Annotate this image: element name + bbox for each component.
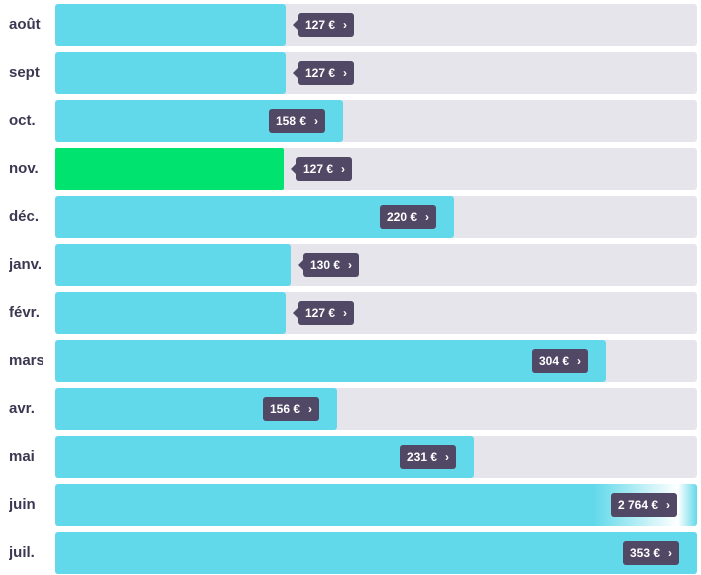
month-label: mars: [9, 352, 43, 369]
value-tag[interactable]: 220 € ›: [380, 205, 437, 229]
bar-track[interactable]: 158 € ›: [55, 100, 697, 142]
month-row: mai 231 € ›: [0, 436, 701, 478]
value-tag[interactable]: 130 € ›: [297, 253, 360, 277]
value-label: 231 €: [407, 450, 438, 464]
value-tag[interactable]: 127 € ›: [292, 13, 355, 37]
month-label: avr.: [9, 400, 35, 417]
chevron-right-icon: ›: [343, 306, 348, 320]
value-label: 353 €: [630, 546, 661, 560]
month-label: nov.: [9, 160, 39, 177]
value-tag[interactable]: 304 € ›: [532, 349, 589, 373]
selected-bar: [55, 148, 284, 190]
bar: [55, 244, 291, 286]
month-row: août 127 € ›: [0, 4, 701, 46]
month-label: oct.: [9, 112, 36, 129]
month-row: juin 2 764 € ›: [0, 484, 701, 526]
month-row: mars 304 € ›: [0, 340, 701, 382]
month-label: juil.: [9, 544, 35, 561]
month-row: oct. 158 € ›: [0, 100, 701, 142]
month-row: févr. 127 € ›: [0, 292, 701, 334]
value-label: 2 764 €: [618, 498, 659, 512]
month-label: mai: [9, 448, 35, 465]
chevron-right-icon: ›: [341, 162, 346, 176]
value-tag[interactable]: 2 764 € ›: [611, 493, 678, 517]
chevron-right-icon: ›: [343, 66, 348, 80]
chevron-right-icon: ›: [577, 354, 582, 368]
chevron-right-icon: ›: [668, 546, 673, 560]
month-label: févr.: [9, 304, 40, 321]
value-tag[interactable]: 231 € ›: [400, 445, 457, 469]
value-tag[interactable]: 158 € ›: [269, 109, 326, 133]
bar-track[interactable]: 127 € ›: [55, 52, 697, 94]
value-tag[interactable]: 127 € ›: [292, 61, 355, 85]
month-row: avr. 156 € ›: [0, 388, 701, 430]
chevron-right-icon: ›: [308, 402, 313, 416]
month-row: juil. 353 € ›: [0, 532, 701, 574]
month-row: janv. 130 € ›: [0, 244, 701, 286]
bar-track[interactable]: 353 € ›: [55, 532, 697, 574]
bar-track[interactable]: 127 € ›: [55, 148, 697, 190]
month-row: sept 127 € ›: [0, 52, 701, 94]
value-tag[interactable]: 127 € ›: [292, 301, 355, 325]
value-label: 156 €: [270, 402, 301, 416]
month-row: nov. 127 € ›: [0, 148, 701, 190]
chevron-right-icon: ›: [425, 210, 430, 224]
bar-track[interactable]: 304 € ›: [55, 340, 697, 382]
bar-track[interactable]: 127 € ›: [55, 292, 697, 334]
chevron-right-icon: ›: [445, 450, 450, 464]
bar: [55, 340, 606, 382]
bar-track[interactable]: 156 € ›: [55, 388, 697, 430]
value-label: 158 €: [276, 114, 307, 128]
value-tag[interactable]: 127 € ›: [290, 157, 353, 181]
value-label: 127 €: [305, 66, 336, 80]
value-label: 127 €: [305, 18, 336, 32]
chevron-right-icon: ›: [314, 114, 319, 128]
value-label: 130 €: [310, 258, 341, 272]
bar-track[interactable]: 127 € ›: [55, 4, 697, 46]
bar-track[interactable]: 220 € ›: [55, 196, 697, 238]
bar-track[interactable]: 2 764 € ›: [55, 484, 697, 526]
month-label: août: [9, 16, 41, 33]
value-tag[interactable]: 156 € ›: [263, 397, 320, 421]
bar: [55, 4, 286, 46]
bar: [55, 292, 286, 334]
bar: [55, 532, 697, 574]
bar-track[interactable]: 130 € ›: [55, 244, 697, 286]
bar-track[interactable]: 231 € ›: [55, 436, 697, 478]
value-label: 304 €: [539, 354, 570, 368]
month-label: janv.: [9, 256, 43, 273]
month-row: déc. 220 € ›: [0, 196, 701, 238]
bar: [55, 484, 697, 526]
month-label: juin: [9, 496, 36, 513]
month-label: sept: [9, 64, 40, 81]
chevron-right-icon: ›: [666, 498, 671, 512]
value-label: 127 €: [305, 306, 336, 320]
chevron-right-icon: ›: [348, 258, 353, 272]
value-label: 127 €: [303, 162, 334, 176]
bar: [55, 52, 286, 94]
chevron-right-icon: ›: [343, 18, 348, 32]
month-label: déc.: [9, 208, 40, 225]
value-tag[interactable]: 353 € ›: [623, 541, 680, 565]
value-label: 220 €: [387, 210, 418, 224]
